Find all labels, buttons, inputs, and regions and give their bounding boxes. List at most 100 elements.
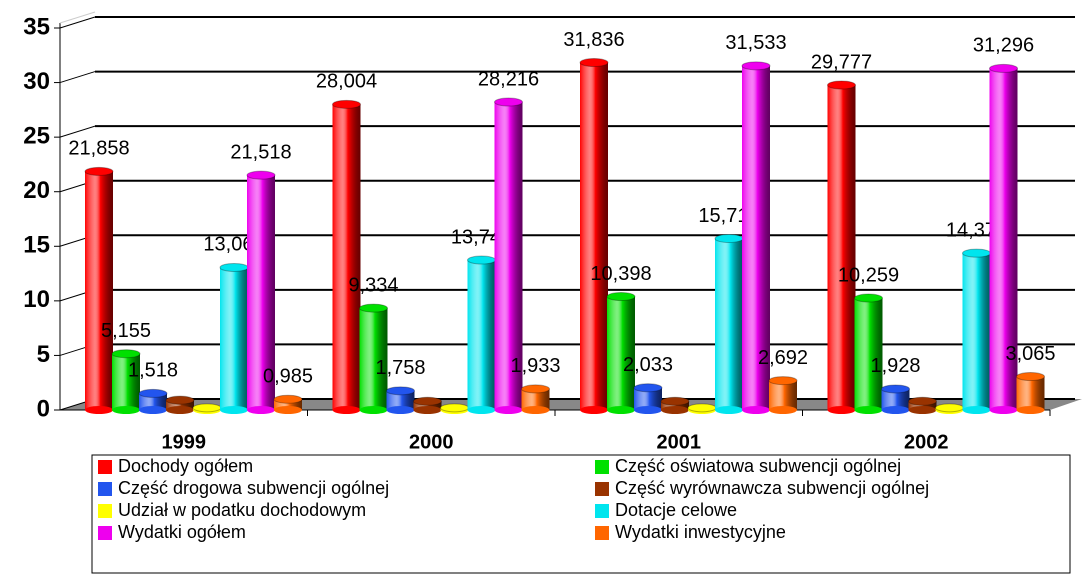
- bar: [413, 401, 442, 410]
- cylinder-top: [1016, 372, 1045, 382]
- bar: [908, 401, 937, 410]
- data-label: 31,836: [563, 29, 624, 51]
- cylinder-top: [111, 349, 141, 359]
- cylinder-top: [165, 395, 195, 405]
- cylinder-bottom: [854, 406, 883, 414]
- legend-swatch: [595, 460, 609, 474]
- cylinder-top: [579, 58, 609, 68]
- cylinder: [521, 384, 550, 414]
- legend-label: Dotacje celowe: [615, 500, 737, 520]
- cylinder-bottom: [769, 406, 797, 414]
- legend-box: [91, 454, 1071, 574]
- bar: [521, 388, 550, 410]
- cylinder-bottom: [715, 406, 743, 414]
- cylinder: [660, 396, 690, 414]
- cylinder: [854, 293, 883, 414]
- legend-label: Część wyrównawcza subwencji ogólnej: [615, 478, 929, 498]
- cylinder-top: [714, 233, 744, 243]
- cylinder-top: [741, 61, 771, 71]
- cylinder-bottom: [661, 406, 689, 414]
- grid-line-depth: [59, 71, 96, 84]
- cylinder: [165, 395, 195, 414]
- cylinder-top: [467, 255, 496, 265]
- cylinder-top: [138, 388, 168, 398]
- bar: [139, 393, 167, 410]
- cylinder-bottom: [413, 406, 442, 414]
- bar: [742, 65, 770, 410]
- cylinder: [273, 394, 303, 414]
- legend-swatch: [595, 482, 609, 496]
- cylinder-bottom: [166, 406, 194, 414]
- bar: [962, 253, 991, 410]
- cylinder-bottom: [467, 406, 496, 414]
- cylinder-top: [768, 376, 798, 386]
- cylinder-top: [386, 386, 415, 396]
- cylinder-bottom: [247, 406, 275, 414]
- cylinder-top: [246, 170, 276, 180]
- cylinder-top: [494, 97, 523, 107]
- cylinder: [633, 383, 663, 414]
- legend-swatch: [595, 526, 609, 540]
- cylinder: [219, 262, 249, 414]
- bar: [634, 387, 662, 410]
- data-label: 28,216: [478, 68, 539, 90]
- bar: [332, 104, 361, 410]
- cylinder: [714, 233, 744, 414]
- cylinder: [111, 349, 141, 414]
- x-tick-label: 2002: [904, 431, 949, 453]
- cylinder-top: [332, 99, 361, 109]
- cylinder: [440, 403, 469, 414]
- legend-label: Wydatki ogółem: [118, 522, 246, 542]
- cylinder-top: [606, 292, 636, 302]
- cylinder: [962, 248, 991, 414]
- cylinder: [467, 255, 496, 414]
- cylinder-bottom: [989, 406, 1018, 414]
- bar: [85, 171, 113, 410]
- cylinder-top: [687, 403, 717, 413]
- grid-line-depth: [59, 125, 96, 138]
- cylinder-top: [413, 396, 442, 406]
- bar: [112, 353, 140, 410]
- cylinder: [908, 396, 937, 414]
- data-label: 28,004: [316, 71, 377, 93]
- bar: [386, 390, 415, 410]
- legend-swatch: [595, 504, 609, 518]
- cylinder-top: [908, 396, 937, 406]
- cylinder-bottom: [962, 406, 991, 414]
- cylinder-bottom: [332, 406, 361, 414]
- cylinder-bottom: [386, 406, 415, 414]
- bar: [359, 308, 388, 410]
- y-tick-label: 0: [37, 395, 50, 422]
- grid-line-depth: [59, 16, 96, 29]
- bar: [274, 399, 302, 410]
- cylinder-bottom: [359, 406, 388, 414]
- cylinder-bottom: [112, 406, 140, 414]
- cylinder-bottom: [1016, 406, 1045, 414]
- cylinder: [84, 166, 114, 414]
- cylinder: [989, 63, 1018, 414]
- cylinder: [246, 170, 276, 414]
- bar: [1016, 376, 1045, 410]
- bar: [881, 388, 910, 410]
- cylinder: [359, 303, 388, 414]
- legend-swatch: [98, 526, 112, 540]
- x-tick-label: 2000: [409, 431, 454, 453]
- cylinder: [687, 403, 717, 414]
- data-label: 31,533: [725, 32, 786, 54]
- cylinder-bottom: [580, 406, 608, 414]
- y-axis-depth: [59, 11, 96, 24]
- legend-label: Wydatki inwestycyjne: [615, 522, 786, 542]
- cylinder-top: [660, 396, 690, 406]
- cylinder-top: [962, 248, 991, 258]
- data-label: 10,398: [590, 263, 651, 285]
- cylinder-bottom: [881, 406, 910, 414]
- data-label: 31,296: [973, 35, 1034, 57]
- cylinder-top: [633, 383, 663, 393]
- cylinder: [1016, 372, 1045, 414]
- bar: [467, 260, 496, 410]
- cylinder-top: [219, 262, 249, 272]
- x-tick-label: 2001: [657, 431, 702, 453]
- cylinder-bottom: [220, 406, 248, 414]
- cylinder: [827, 80, 856, 414]
